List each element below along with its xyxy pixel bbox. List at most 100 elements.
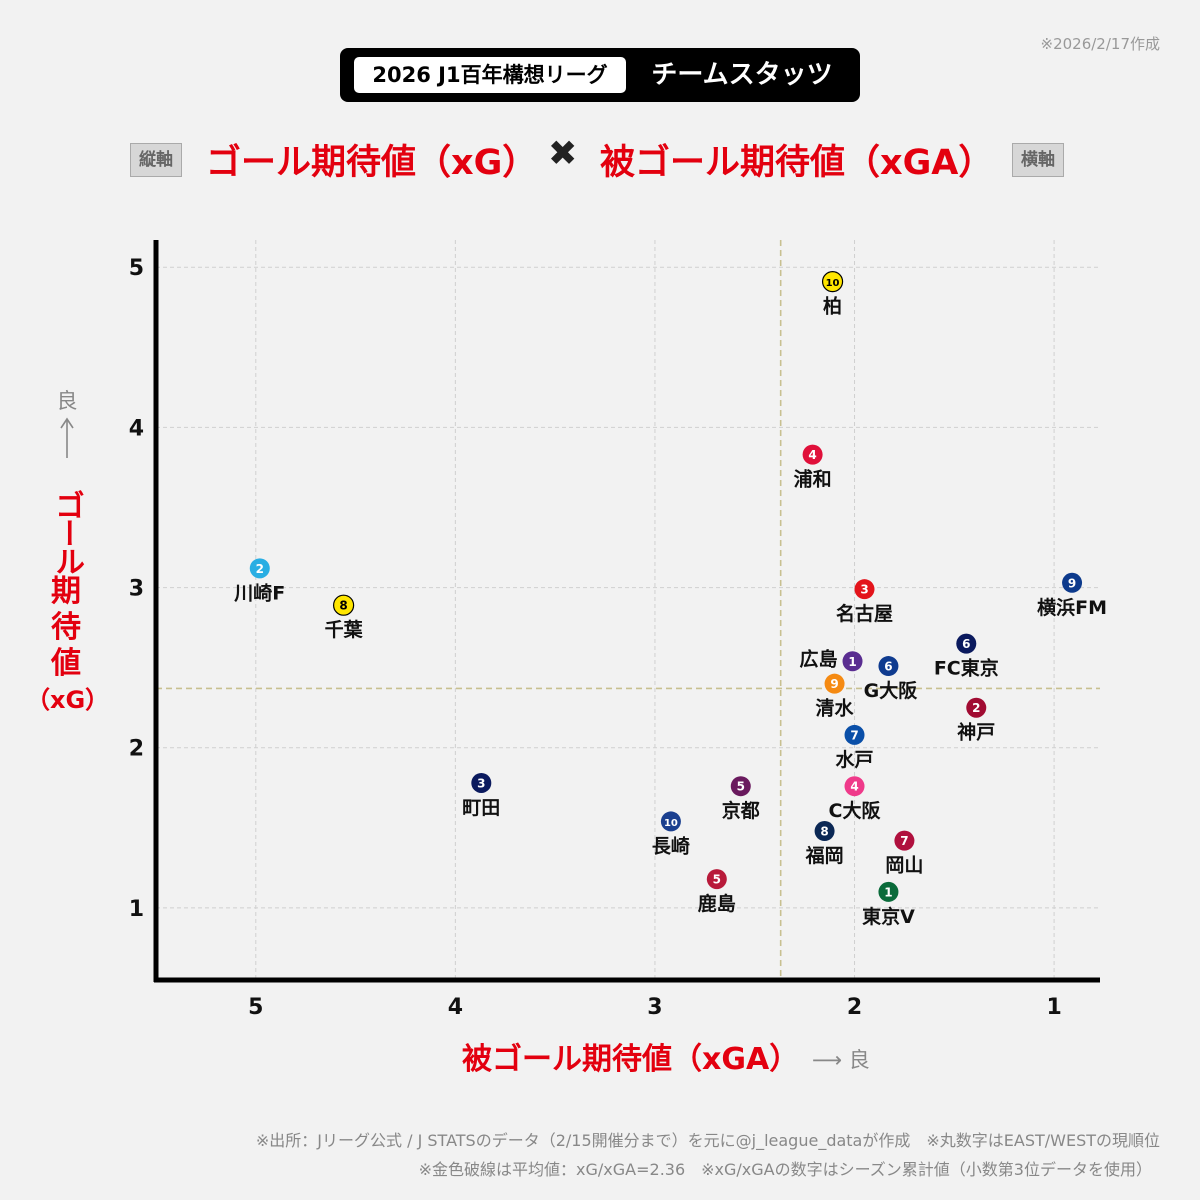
- y-good-label: 良: [56, 389, 78, 413]
- point-marker: [1062, 572, 1083, 593]
- point-marker: [730, 776, 751, 797]
- data-point: 8 福岡: [805, 821, 844, 867]
- point-label: C大阪: [829, 799, 882, 822]
- title-banner: 2026 J1百年構想リーグ チームスタッツ: [340, 48, 860, 102]
- grid-lines: [156, 240, 1100, 980]
- y-axis-label: ゴール 期 待 値 （xG）: [26, 490, 110, 718]
- point-marker: [844, 724, 865, 745]
- point-rank: 6: [884, 660, 892, 674]
- data-point: 3 町田: [462, 772, 500, 819]
- point-rank: 1: [884, 885, 892, 899]
- point-rank: 7: [850, 728, 858, 742]
- x-good-label: ⟶ 良: [812, 1044, 870, 1074]
- point-marker: [966, 697, 987, 718]
- point-label: 名古屋: [836, 602, 893, 625]
- y-tick-label: 5: [129, 256, 144, 281]
- data-point: 10 柏: [821, 271, 844, 318]
- point-label: 福岡: [805, 844, 844, 867]
- point-label: 柏: [823, 295, 842, 318]
- point-label: 横浜FM: [1037, 596, 1107, 619]
- point-marker: [821, 271, 844, 293]
- point-label: 東京V: [862, 905, 915, 928]
- data-point: 9 清水: [816, 673, 855, 720]
- point-marker: [333, 594, 355, 616]
- point-label: 京都: [722, 799, 760, 822]
- point-label: 鹿島: [698, 892, 736, 915]
- point-marker: [824, 673, 845, 694]
- point-rank: 4: [808, 448, 816, 462]
- axes: [153, 240, 1100, 983]
- point-label: 千葉: [325, 619, 364, 641]
- stats-title: チームスタッツ: [651, 60, 833, 90]
- point-marker: [802, 444, 823, 465]
- point-marker: [878, 656, 899, 677]
- point-marker: [660, 811, 681, 832]
- point-label: 長崎: [652, 834, 690, 857]
- y-axis-label-line2: 期: [51, 574, 81, 609]
- data-point: 10 長崎: [652, 811, 690, 857]
- point-marker: [706, 869, 727, 890]
- data-point: 7 水戸: [836, 724, 874, 771]
- times-icon: ✖: [548, 134, 578, 174]
- league-title: 2026 J1百年構想リーグ: [354, 57, 626, 93]
- point-rank: 7: [900, 834, 908, 848]
- point-rank: 1: [848, 655, 856, 669]
- point-label: 浦和: [794, 468, 832, 491]
- subtitle-x-metric: 被ゴール期待値（xGA）: [600, 143, 994, 183]
- x-good-arrow-icon: ⟶: [812, 1048, 849, 1072]
- point-rank: 6: [962, 637, 970, 651]
- x-good-text: 良: [848, 1048, 870, 1072]
- point-marker: [249, 558, 270, 579]
- point-rank: 10: [826, 278, 840, 289]
- y-axis-label-line5: （xG）: [26, 686, 110, 714]
- point-label: FC東京: [934, 657, 999, 680]
- y-tick-label: 1: [129, 897, 144, 922]
- good-arrows: [60, 417, 74, 458]
- y-axis-label-line3: 待: [51, 610, 81, 645]
- point-rank: 2: [972, 701, 980, 715]
- data-point: 6 G大阪: [864, 656, 919, 702]
- data-point: 4 C大阪: [829, 776, 882, 822]
- point-label: 清水: [816, 697, 855, 720]
- point-label: 神戸: [957, 721, 995, 744]
- data-point: 2 川崎F: [233, 558, 285, 604]
- data-point: 1 広島: [800, 647, 863, 672]
- point-rank: 3: [477, 776, 485, 790]
- point-marker: [878, 881, 899, 902]
- y-axis-tag: 縦軸: [130, 143, 182, 177]
- x-tick-label: 2: [847, 995, 862, 1020]
- point-marker: [814, 821, 835, 842]
- point-label: 町田: [462, 797, 500, 819]
- point-rank: 8: [820, 825, 828, 839]
- point-marker: [956, 633, 977, 654]
- data-point: 7 岡山: [885, 830, 923, 877]
- y-axis-label-line1: ゴール: [49, 490, 84, 574]
- point-label: 川崎F: [233, 581, 285, 604]
- y-tick-label: 2: [129, 737, 144, 762]
- x-tick-label: 4: [448, 995, 463, 1020]
- point-marker: [844, 776, 865, 797]
- data-point: 1 東京V: [862, 881, 915, 928]
- data-point: 6 FC東京: [934, 633, 999, 680]
- x-axis-label: 被ゴール期待値（xGA）: [462, 1042, 800, 1077]
- subtitle-y-metric: ゴール期待値（xG）: [206, 143, 538, 183]
- point-rank: 5: [737, 780, 745, 794]
- point-marker: [471, 772, 492, 793]
- point-rank: 2: [256, 562, 264, 576]
- x-axis-tag: 横軸: [1012, 143, 1064, 177]
- tick-labels: 5 4 3 2 1 1 2 3 4 5: [129, 256, 1062, 1020]
- x-tick-label: 1: [1046, 995, 1061, 1020]
- x-tick-label: 5: [248, 995, 263, 1020]
- data-point: 9 横浜FM: [1037, 572, 1107, 619]
- data-point: 3 名古屋: [836, 579, 893, 625]
- data-point: 4 浦和: [794, 444, 832, 491]
- y-good-arrowhead: [60, 417, 74, 429]
- y-tick-label: 3: [129, 577, 144, 602]
- point-label: G大阪: [864, 679, 919, 702]
- point-rank: 10: [664, 818, 678, 829]
- data-points: 10 柏 4 浦和 2 川崎F 8 千葉 9 横浜FM 3 名古屋 6 FC東京 1 広島 6 G大阪 9 清水 2 神戸…: [233, 271, 1107, 928]
- data-point: 2 神戸: [957, 697, 995, 744]
- date-note: ※2026/2/17作成: [1040, 35, 1160, 53]
- point-marker: [842, 651, 863, 672]
